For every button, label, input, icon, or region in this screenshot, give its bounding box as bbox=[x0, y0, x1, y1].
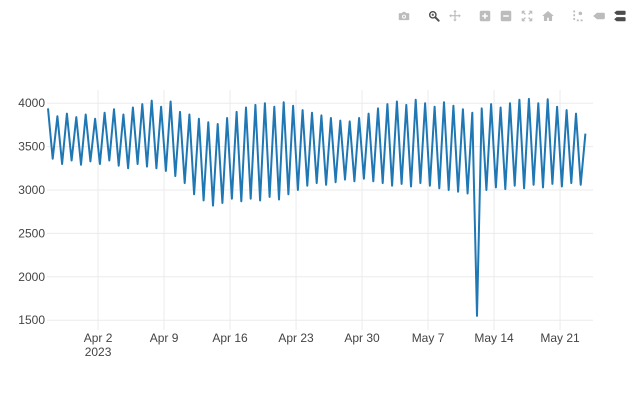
magnifier-icon bbox=[427, 9, 441, 23]
x-axis-year-label: 2023 bbox=[85, 345, 112, 359]
svg-text:May 7: May 7 bbox=[412, 331, 445, 345]
hover-compare-button[interactable] bbox=[609, 5, 630, 26]
expand-arrows-icon bbox=[520, 9, 534, 23]
x-axis-tick-labels: Apr 2 Apr 9 Apr 16 Apr 23 Apr 30 May 7 May 14 M… bbox=[84, 331, 580, 359]
camera-icon bbox=[397, 9, 411, 23]
zoom-mode-button[interactable] bbox=[423, 5, 444, 26]
zoom-out-button[interactable] bbox=[495, 5, 516, 26]
svg-text:2000: 2000 bbox=[18, 270, 45, 284]
zoom-in-button[interactable] bbox=[474, 5, 495, 26]
series-line bbox=[47, 97, 587, 317]
hover-closest-button[interactable] bbox=[588, 5, 609, 26]
toggle-spikelines-button[interactable] bbox=[567, 5, 588, 26]
pan-mode-button[interactable] bbox=[444, 5, 465, 26]
modebar bbox=[384, 5, 630, 26]
svg-text:Apr 30: Apr 30 bbox=[344, 331, 380, 345]
svg-text:3000: 3000 bbox=[18, 183, 45, 197]
home-icon bbox=[541, 9, 555, 23]
spikelines-icon bbox=[571, 9, 585, 23]
double-tag-icon bbox=[613, 9, 627, 23]
svg-text:May 21: May 21 bbox=[540, 331, 580, 345]
single-tag-icon bbox=[592, 9, 606, 23]
minus-square-icon bbox=[499, 9, 513, 23]
svg-text:Apr 16: Apr 16 bbox=[212, 331, 248, 345]
plus-square-icon bbox=[478, 9, 492, 23]
svg-text:Apr 9: Apr 9 bbox=[150, 331, 179, 345]
svg-text:1500: 1500 bbox=[18, 313, 45, 327]
svg-text:3500: 3500 bbox=[18, 140, 45, 154]
move-arrows-icon bbox=[448, 9, 462, 23]
svg-text:May 14: May 14 bbox=[474, 331, 514, 345]
svg-text:Apr 2: Apr 2 bbox=[84, 331, 113, 345]
svg-text:2500: 2500 bbox=[18, 226, 45, 240]
autoscale-button[interactable] bbox=[516, 5, 537, 26]
svg-text:Apr 23: Apr 23 bbox=[278, 331, 314, 345]
svg-text:4000: 4000 bbox=[18, 96, 45, 110]
reset-axes-button[interactable] bbox=[537, 5, 558, 26]
download-png-button[interactable] bbox=[393, 5, 414, 26]
y-axis-tick-labels: 1500 2000 2500 3000 3500 4000 bbox=[18, 96, 45, 327]
